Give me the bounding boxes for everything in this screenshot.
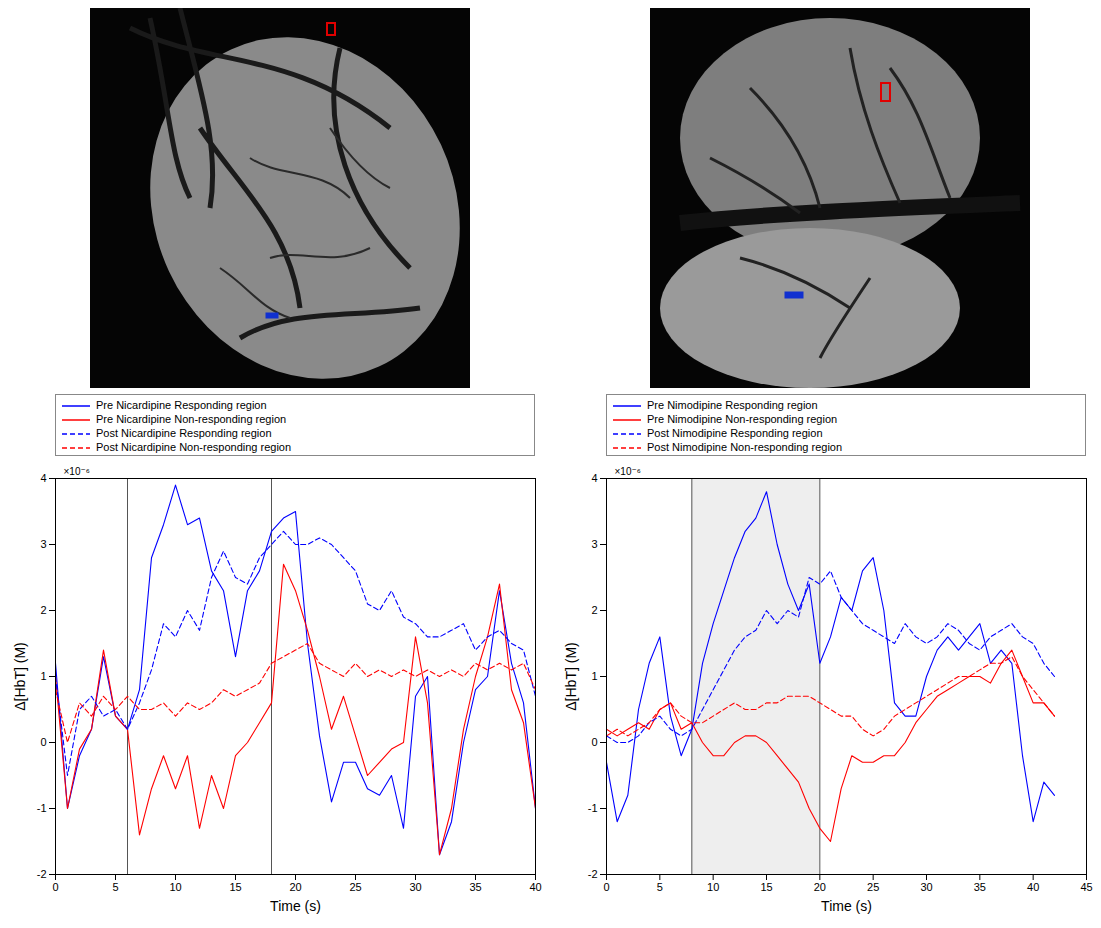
svg-text:10: 10: [169, 881, 181, 893]
svg-text:×10⁻⁶: ×10⁻⁶: [64, 466, 90, 477]
svg-text:30: 30: [920, 881, 932, 893]
svg-text:40: 40: [1027, 881, 1039, 893]
svg-text:30: 30: [409, 881, 421, 893]
svg-text:25: 25: [867, 881, 879, 893]
svg-text:40: 40: [529, 881, 541, 893]
svg-text:15: 15: [760, 881, 772, 893]
svg-text:4: 4: [591, 472, 597, 484]
svg-text:-1: -1: [37, 802, 47, 814]
html-text:Post Nicardipine Responding re: Post Nicardipine Responding region: [96, 427, 272, 439]
svg-text:Δ[HbT] (M): Δ[HbT] (M): [12, 642, 28, 710]
svg-text:Δ[HbT] (M): Δ[HbT] (M): [563, 642, 579, 710]
svg-text:-2: -2: [588, 868, 598, 880]
svg-text:-1: -1: [588, 802, 598, 814]
svg-text:20: 20: [814, 881, 826, 893]
svg-text:2: 2: [591, 604, 597, 616]
svg-text:1: 1: [591, 670, 597, 682]
svg-text:3: 3: [40, 538, 46, 550]
svg-text:1: 1: [40, 670, 46, 682]
svg-text:-2: -2: [37, 868, 47, 880]
svg-text:Time (s): Time (s): [270, 898, 321, 914]
svg-text:10: 10: [707, 881, 719, 893]
html-text:Pre Nicardipine Non-responding: Pre Nicardipine Non-responding region: [96, 413, 287, 425]
html-text:Pre Nicardipine Responding reg: Pre Nicardipine Responding region: [96, 399, 267, 411]
svg-text:15: 15: [229, 881, 241, 893]
svg-text:2: 2: [40, 604, 46, 616]
svg-text:35: 35: [974, 881, 986, 893]
html-text:Pre Nimodipine Responding regi: Pre Nimodipine Responding region: [647, 399, 818, 411]
svg-text:0: 0: [40, 736, 46, 748]
svg-text:Time (s): Time (s): [821, 898, 872, 914]
svg-text:35: 35: [469, 881, 481, 893]
svg-text:45: 45: [1080, 881, 1092, 893]
svg-text:25: 25: [349, 881, 361, 893]
html-text:Pre Nimodipine Non-responding: Pre Nimodipine Non-responding region: [647, 413, 838, 425]
svg-text:20: 20: [289, 881, 301, 893]
svg-text:0: 0: [603, 881, 609, 893]
svg-text:4: 4: [40, 472, 46, 484]
svg-text:×10⁻⁶: ×10⁻⁶: [615, 466, 641, 477]
html-text:Post Nimodipine Responding reg: Post Nimodipine Responding region: [647, 427, 823, 439]
svg-text:3: 3: [591, 538, 597, 550]
svg-text:5: 5: [657, 881, 663, 893]
svg-text:0: 0: [52, 881, 58, 893]
html-text:Post Nicardipine Non-respondin: Post Nicardipine Non-responding region: [96, 441, 292, 453]
svg-text:5: 5: [112, 881, 118, 893]
html-text:Post Nimodipine Non-responding: Post Nimodipine Non-responding region: [647, 441, 843, 453]
svg-text:0: 0: [591, 736, 597, 748]
